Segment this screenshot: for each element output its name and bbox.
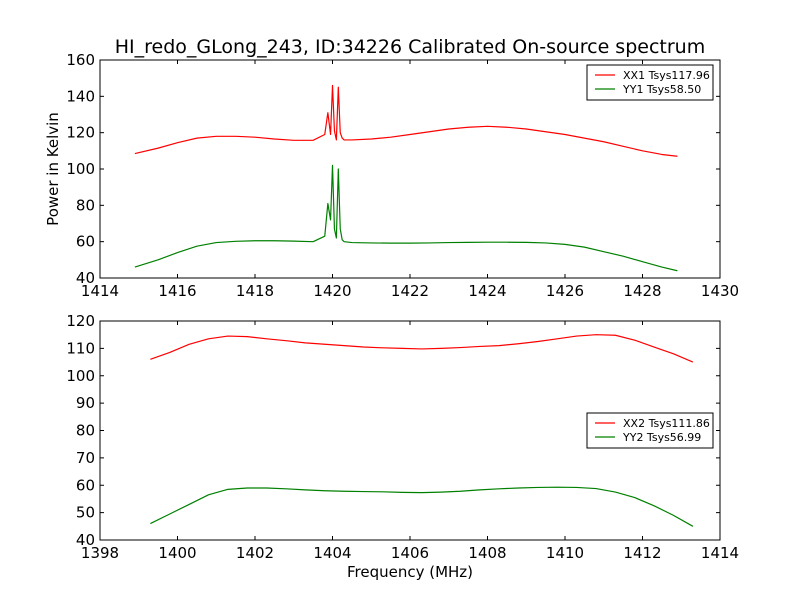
x-tick-label: 1414: [81, 282, 119, 300]
y-tick-label: 40: [76, 531, 95, 549]
y-tick-label: 100: [66, 160, 95, 178]
x-tick-label: 1410: [546, 544, 584, 562]
y-tick-label: 120: [66, 124, 95, 142]
x-tick-label: 1420: [313, 282, 351, 300]
x-tick-label: 1414: [701, 544, 739, 562]
y-tick-label: 40: [76, 269, 95, 287]
x-tick-label: 1406: [391, 544, 429, 562]
subplot-1: 1414 1416 1418 1420 1422 1424 1426 1428 1430 40 60…: [44, 51, 739, 300]
x-tick-label: 1400: [158, 544, 196, 562]
legend-box: [586, 64, 714, 101]
x-tick-label: 1402: [236, 544, 274, 562]
legend-box: [586, 412, 714, 449]
legend-entry: YY2 Tsys56.99: [622, 431, 701, 444]
y-tick-label: 50: [76, 504, 95, 522]
y-tick-label: 160: [66, 51, 95, 69]
x-tick-label: 1416: [158, 282, 196, 300]
x-tick-label: 1428: [623, 282, 661, 300]
series-line-yy-1: [134, 164, 678, 272]
series-line-xx-1: [134, 84, 678, 157]
legend-entry: YY1 Tsys58.50: [622, 83, 701, 96]
x-tick-label: 1404: [313, 544, 351, 562]
x-tick-label: 1430: [701, 282, 739, 300]
y-tick-label: 90: [76, 394, 95, 412]
y-tick-label: 60: [76, 233, 95, 251]
x-tick-label: 1398: [81, 544, 119, 562]
series-line-xx-2: [150, 334, 694, 363]
y-tick-label: 80: [76, 196, 95, 214]
y-tick-label: 80: [76, 422, 95, 440]
x-tick-label: 1422: [391, 282, 429, 300]
x-tick-label: 1426: [546, 282, 584, 300]
y-tick-label: 140: [66, 87, 95, 105]
y-axis-label: Power in Kelvin: [44, 112, 62, 226]
subplot-2: 1398 1400 1402 1404 1406 1408 1410 1412 1414 40 50…: [66, 312, 739, 581]
series-line-yy-2: [150, 486, 694, 527]
legend-entry: XX1 Tsys117.96: [623, 69, 710, 82]
y-tick-label: 120: [66, 312, 95, 330]
plots: 1414 1416 1418 1420 1422 1424 1426 1428 1430 40 60…: [44, 51, 739, 581]
x-axis-label: Frequency (MHz): [347, 563, 473, 581]
x-tick-label: 1408: [468, 544, 506, 562]
x-tick-label: 1418: [236, 282, 274, 300]
chart-title: HI_redo_GLong_243, ID:34226 Calibrated O…: [115, 36, 705, 58]
legend-entry: XX2 Tsys111.86: [623, 417, 710, 430]
x-tick-label: 1412: [623, 544, 661, 562]
y-tick-label: 110: [66, 339, 95, 357]
y-tick-label: 100: [66, 367, 95, 385]
y-tick-label: 70: [76, 449, 95, 467]
y-tick-label: 60: [76, 476, 95, 494]
x-tick-label: 1424: [468, 282, 506, 300]
